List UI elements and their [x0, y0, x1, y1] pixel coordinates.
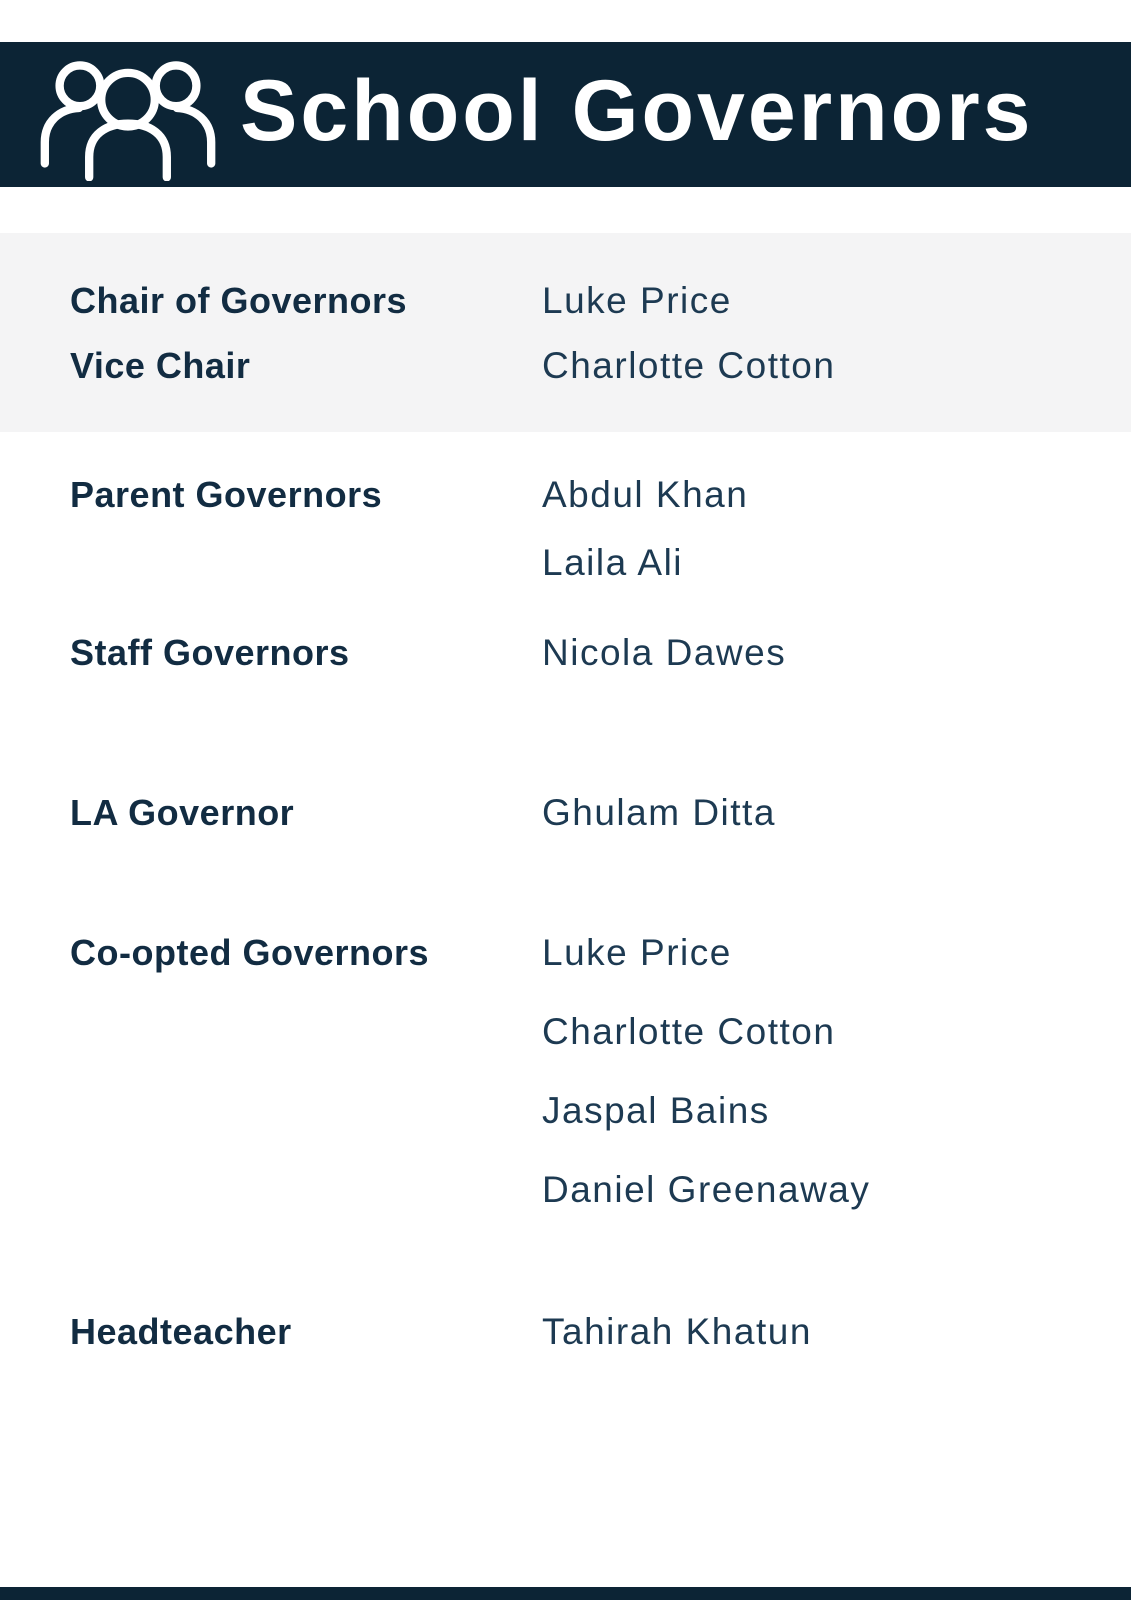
group-la-governor: LA Governor Ghulam Ditta: [0, 791, 1131, 835]
governor-names: Tahirah Khatun: [542, 1310, 1131, 1354]
governor-name: Laila Ali: [542, 542, 684, 583]
governor-name: Luke Price: [542, 932, 732, 973]
governors-list: Chair of Governors Vice Chair Luke Price…: [0, 233, 1131, 1354]
role-labels: Headteacher: [70, 1310, 542, 1354]
governor-names: Luke Price Charlotte Cotton: [542, 279, 1131, 388]
governor-names: Luke Price Charlotte Cotton Jaspal Bains…: [542, 931, 1131, 1212]
governor-name: Charlotte Cotton: [542, 345, 836, 386]
top-white-strip: [0, 0, 1131, 42]
role-label-co-opted-governors: Co-opted Governors: [70, 932, 430, 973]
governor-name: Tahirah Khatun: [542, 1311, 812, 1352]
role-labels: Parent Governors: [70, 473, 542, 517]
group-parent-governors: Parent Governors Abdul Khan Laila Ali: [0, 473, 1131, 585]
footer-bar: [0, 1587, 1131, 1600]
role-label-la-governor: LA Governor: [70, 792, 295, 833]
role-label-chair: Chair of Governors: [70, 280, 408, 321]
group-chair-and-vice-chair: Chair of Governors Vice Chair Luke Price…: [0, 233, 1131, 432]
people-group-icon: [30, 59, 226, 181]
role-label-staff-governors: Staff Governors: [70, 632, 350, 673]
group-co-opted-governors: Co-opted Governors Luke Price Charlotte …: [0, 931, 1131, 1212]
group-headteacher: Headteacher Tahirah Khatun: [0, 1310, 1131, 1354]
role-labels: Co-opted Governors: [70, 931, 542, 975]
role-label-headteacher: Headteacher: [70, 1311, 292, 1352]
governor-name: Ghulam Ditta: [542, 792, 776, 833]
role-label-vice-chair: Vice Chair: [70, 345, 251, 386]
page-header: School Governors: [0, 42, 1131, 187]
role-label-parent-governors: Parent Governors: [70, 474, 383, 515]
role-labels: Staff Governors: [70, 631, 542, 675]
governor-names: Nicola Dawes: [542, 631, 1131, 675]
governor-name: Luke Price: [542, 280, 732, 321]
role-labels: LA Governor: [70, 791, 542, 835]
governor-name: Abdul Khan: [542, 474, 749, 515]
role-labels: Chair of Governors Vice Chair: [70, 279, 542, 388]
group-staff-governors: Staff Governors Nicola Dawes: [0, 631, 1131, 675]
governor-name: Charlotte Cotton: [542, 1011, 836, 1052]
governor-names: Abdul Khan Laila Ali: [542, 473, 1131, 585]
governor-names: Ghulam Ditta: [542, 791, 1131, 835]
page-title: School Governors: [240, 63, 1034, 159]
governor-name: Nicola Dawes: [542, 632, 787, 673]
governor-name: Daniel Greenaway: [542, 1169, 871, 1210]
governor-name: Jaspal Bains: [542, 1090, 770, 1131]
